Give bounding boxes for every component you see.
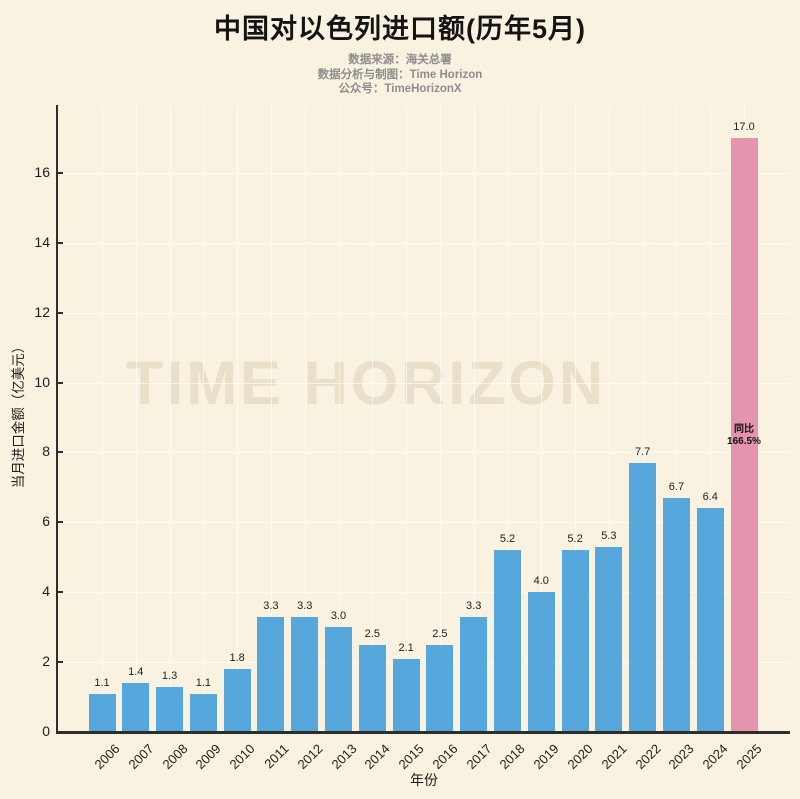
bar-2008 [156, 686, 184, 732]
x-axis-line [56, 731, 790, 734]
gridline-vertical [608, 105, 610, 732]
gridline-vertical [676, 105, 678, 732]
y-tick-label: 8 [42, 443, 50, 460]
bar-2015 [392, 658, 420, 732]
gridline-vertical [102, 105, 103, 732]
bar-value-label: 2.5 [432, 627, 448, 640]
bar-value-label: 1.4 [128, 666, 144, 679]
y-tick-label: 12 [34, 303, 50, 320]
gridline-vertical [473, 105, 475, 732]
y-tick-label: 0 [42, 723, 50, 739]
bar-value-label: 2.1 [398, 641, 414, 654]
bar-value-label: 1.1 [195, 676, 211, 689]
y-tick-label: 6 [42, 513, 50, 530]
gridline-vertical [338, 105, 340, 732]
gridline-vertical [304, 105, 306, 732]
gridline-horizontal [57, 172, 790, 174]
y-tick-mark [58, 661, 63, 664]
gridline-vertical [135, 105, 137, 732]
bar-value-label: 4.0 [533, 575, 549, 588]
bar-2014 [358, 644, 386, 732]
gridline-vertical [270, 105, 272, 732]
x-axis-title: 年份 [410, 772, 438, 788]
y-tick-label: 4 [42, 583, 50, 600]
bar-2010 [223, 669, 251, 732]
gridline-vertical [575, 105, 577, 732]
y-tick-mark [58, 521, 63, 524]
gridline-vertical [439, 105, 441, 732]
bar-2009 [189, 693, 217, 732]
subtitle-analysis-credit: 数据分析与制图：Time Horizon [317, 68, 483, 81]
y-tick-label: 16 [34, 163, 50, 180]
bar-2025 [730, 137, 758, 732]
gridline-vertical [237, 105, 239, 732]
gridline-vertical [372, 105, 374, 732]
bar-2013 [325, 627, 353, 732]
bar-2017 [460, 616, 488, 732]
y-tick-mark [58, 381, 63, 384]
bar-2022 [629, 462, 657, 732]
y-tick-mark [58, 311, 63, 314]
gridline-horizontal [57, 242, 790, 244]
bar-2021 [595, 546, 623, 732]
bar-value-label: 3.3 [263, 599, 279, 612]
bar-2016 [426, 644, 454, 732]
subtitle-data-source: 数据来源：海关总署 [348, 54, 452, 66]
y-tick-mark [58, 241, 63, 244]
bar-2023 [662, 497, 690, 732]
gridline-horizontal [57, 312, 790, 314]
bar-2007 [122, 683, 150, 732]
gridline-horizontal [57, 382, 790, 384]
bar-2006 [88, 693, 116, 732]
y-tick-mark [58, 591, 63, 594]
bar-value-label: 1.1 [94, 676, 110, 689]
bar-value-label: 1.8 [229, 652, 245, 665]
gridline-vertical [169, 105, 171, 732]
bar-value-label: 6.4 [702, 491, 718, 504]
gridline-horizontal [57, 522, 790, 524]
bar-value-label: 17.0 [733, 120, 755, 133]
y-tick-mark [58, 451, 63, 454]
annotation-yoy-value: 166.5% [727, 436, 761, 447]
gridline-horizontal [57, 452, 790, 454]
gridline-vertical [710, 105, 712, 732]
y-tick-label: 14 [34, 233, 50, 250]
annotation-yoy-label: 同比 [734, 424, 754, 435]
bar-2011 [257, 616, 285, 732]
gridline-vertical [203, 105, 205, 732]
bar-value-label: 3.0 [330, 610, 347, 623]
gridline-vertical [507, 105, 509, 732]
bar-2024 [696, 508, 724, 732]
highlight-annotation: 同比 166.5% [706, 424, 782, 448]
subtitle-wechat-account: 公众号：TimeHorizonX [338, 83, 462, 95]
bar-2012 [291, 616, 319, 732]
gridline-vertical [541, 105, 543, 732]
y-axis-line [56, 105, 58, 734]
bar-value-label: 3.3 [466, 599, 482, 612]
bar-value-label: 2.5 [364, 627, 380, 640]
bar-value-label: 5.2 [567, 533, 583, 546]
chart-title: 中国对以色列进口额(历年5月) [214, 14, 586, 44]
bar-2020 [561, 550, 589, 732]
chart-subtitle: 数据来源：海关总署 数据分析与制图：Time Horizon 公众号：TimeH… [0, 53, 800, 97]
y-tick-label: 2 [42, 653, 50, 670]
gridline-vertical [642, 105, 644, 732]
bar-value-label: 5.3 [601, 529, 617, 542]
bar-value-label: 1.3 [161, 669, 178, 682]
bar-value-label: 5.2 [499, 533, 516, 546]
gridline-horizontal [57, 662, 790, 664]
y-tick-mark [58, 171, 63, 174]
bar-value-label: 3.3 [297, 599, 313, 612]
gridline-vertical [406, 105, 408, 732]
y-tick-label: 10 [34, 373, 50, 390]
gridline-horizontal [57, 592, 790, 594]
bar-2019 [527, 592, 555, 732]
bar-2018 [493, 550, 521, 732]
y-axis-title: 当月进口金额（亿美元） [11, 339, 26, 489]
bar-value-label: 6.7 [668, 480, 685, 493]
bar-value-label: 7.7 [634, 445, 651, 458]
